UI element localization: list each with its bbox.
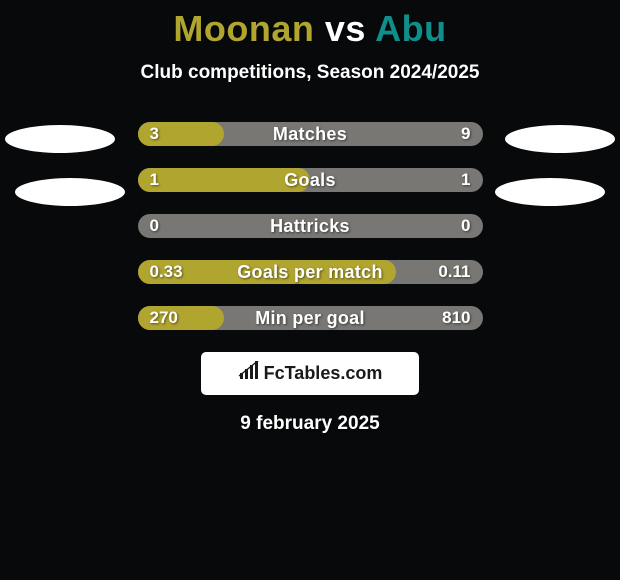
stat-row: 39Matches <box>138 122 483 146</box>
page-title: Moonan vs Abu <box>0 0 620 50</box>
subtitle: Club competitions, Season 2024/2025 <box>0 62 620 84</box>
comparison-card: Moonan vs Abu Club competitions, Season … <box>0 0 620 580</box>
stat-label: Min per goal <box>138 306 483 330</box>
logo-text: FcTables.com <box>264 363 383 384</box>
vs-text: vs <box>325 8 366 49</box>
stat-label: Goals per match <box>138 260 483 284</box>
player1-name: Moonan <box>173 8 314 49</box>
stat-label: Hattricks <box>138 214 483 238</box>
stat-label: Matches <box>138 122 483 146</box>
date-text: 9 february 2025 <box>0 413 620 435</box>
stat-rows: 39Matches 11Goals 00Hattricks 0.330.11Goals… <box>0 122 620 330</box>
stat-row: 11Goals <box>138 168 483 192</box>
stat-row: 270810Min per goal <box>138 306 483 330</box>
bar-chart-icon <box>238 361 260 386</box>
stat-label: Goals <box>138 168 483 192</box>
stat-row: 00Hattricks <box>138 214 483 238</box>
logo-box: FcTables.com <box>201 352 419 395</box>
stat-row: 0.330.11Goals per match <box>138 260 483 284</box>
player2-name: Abu <box>375 8 446 49</box>
